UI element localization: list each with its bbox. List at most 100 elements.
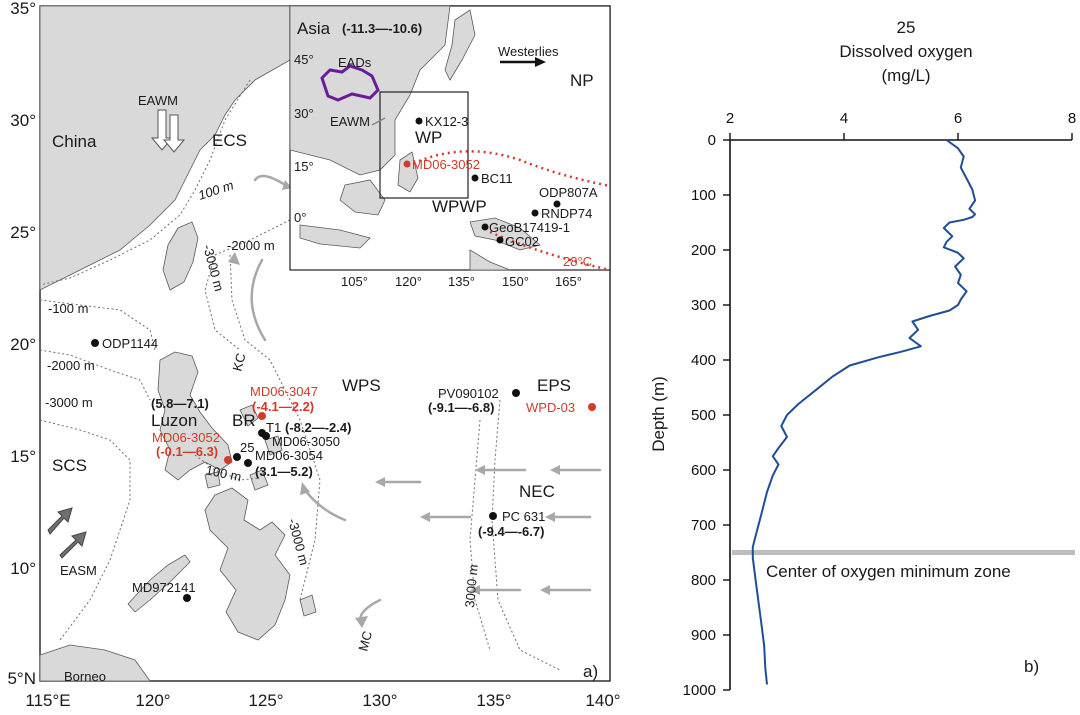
y-tick-label: 1000 (683, 682, 716, 699)
label-scs: SCS (52, 456, 87, 475)
eawm-inset-arrow (371, 117, 386, 126)
y-tick-label: 300 (691, 297, 716, 314)
borneo-land (39, 644, 151, 682)
svg-text:135°: 135° (476, 691, 511, 710)
y-tick-label: 0 (708, 132, 716, 149)
site-label-md06-3050: MD06-3050 (272, 434, 340, 449)
map-panel: China ECS EAWM SCS EASM Luzon BR WPS EPS… (7, 0, 620, 710)
easm-arrows (47, 507, 87, 559)
contour-label-100-scs: -100 m (48, 301, 88, 316)
panel-label-b: b) (1024, 657, 1039, 676)
svg-text:10°: 10° (10, 559, 36, 578)
small-islands (204, 404, 317, 617)
label-eps: EPS (537, 376, 571, 395)
site-markers (91, 339, 596, 602)
label-br: BR (232, 411, 256, 430)
site-label-pc631-range: (-9.4—-6.7) (478, 524, 544, 539)
svg-text:0°: 0° (294, 210, 306, 225)
site-label-md06-3054: MD06-3054 (255, 448, 323, 463)
label-ecs: ECS (212, 131, 247, 150)
inset-map: Asia (-11.3—-10.6) EADs Westerlies NP EA… (289, 5, 611, 289)
inset-site-odp807a: ODP807A (539, 185, 598, 200)
svg-text:25°: 25° (10, 223, 36, 242)
label-easm: EASM (60, 563, 97, 578)
y-tick-label: 100 (691, 187, 716, 204)
ead-outline (320, 64, 380, 102)
svg-text:30°: 30° (294, 106, 314, 121)
site-label-pv090102: PV090102 (438, 386, 499, 401)
eawm-arrows (150, 109, 186, 153)
site-label-luzon-range: (5.8—7.1) (151, 396, 209, 411)
inset-wp: WP (415, 128, 442, 147)
site-md06-3054 (244, 459, 252, 467)
svg-text:150°: 150° (502, 274, 529, 289)
inset-isotherm: 28°C (563, 254, 592, 269)
contour-scs-3000 (39, 419, 131, 641)
taiwan-land (162, 221, 199, 291)
profile-top-label: 25 (897, 18, 916, 37)
site-wpd03 (588, 403, 596, 411)
contour-label-3000-scs: -3000 m (45, 395, 93, 410)
y-tick-label: 500 (691, 407, 716, 424)
y-tick-label: 900 (691, 627, 716, 644)
inset-site-gc02: GC02 (505, 234, 539, 249)
y-tick-label: 700 (691, 517, 716, 534)
site-25 (233, 453, 241, 461)
do-profile-line (751, 139, 977, 685)
omz-label: Center of oxygen minimum zone (766, 562, 1011, 581)
svg-text:120°: 120° (135, 691, 170, 710)
y-tick-label: 600 (691, 462, 716, 479)
profile-unit: (mg/L) (881, 66, 930, 85)
x-tick-label: 4 (840, 110, 848, 127)
label-china: China (52, 132, 97, 151)
site-label-25: 25 (240, 440, 254, 455)
philippines-south (204, 487, 291, 641)
svg-text:105°: 105° (341, 274, 368, 289)
site-odp1144 (91, 339, 99, 347)
site-label-md06-3052-range: (-0.1—6.3) (156, 444, 218, 459)
y-tick-label: 400 (691, 352, 716, 369)
label-luzon: Luzon (151, 411, 197, 430)
map-lat-ticks: 35° 30° 25° 20° 15° 10° 5°N (7, 0, 36, 688)
inset-lat-ticks: 45° 30° 15° 0° (294, 52, 314, 225)
profile-title: Dissolved oxygen (839, 42, 972, 61)
y-tick-label: 200 (691, 242, 716, 259)
svg-text:165°: 165° (555, 274, 582, 289)
inset-eawm: EAWM (330, 114, 370, 129)
do-profile-panel: 25 Dissolved oxygen (mg/L) Depth (m) 2 4 6… (649, 18, 1076, 699)
contour-east-2 (491, 399, 561, 671)
label-kc: KC (229, 351, 248, 372)
svg-text:115°E: 115°E (25, 691, 70, 710)
inset-asia: Asia (297, 19, 331, 38)
inset-np: NP (570, 71, 594, 90)
inset-wpwp: WPWP (432, 197, 487, 216)
contour-scs-2000 (39, 349, 151, 401)
site-md06-3052 (224, 456, 232, 464)
inset-study-box (379, 91, 469, 199)
site-label-md06-3052: MD06-3052 (152, 430, 220, 445)
palawan-land (127, 554, 191, 613)
label-nec: NEC (519, 482, 555, 501)
contour-label-100-luzon: 100 m (204, 462, 242, 484)
panel-label-a: a) (583, 662, 598, 681)
x-tick-label: 6 (954, 110, 962, 127)
svg-text:15°: 15° (10, 447, 36, 466)
svg-text:5°N: 5°N (7, 669, 36, 688)
svg-text:45°: 45° (294, 52, 314, 67)
profile-ylabel: Depth (m) (649, 376, 668, 452)
contour-label-3000-east: 3000 m (462, 564, 481, 609)
contour-label-2000-tw: -2000 m (227, 238, 275, 253)
site-label-md972141: MD972141 (132, 580, 196, 595)
y-tick-label: 800 (691, 572, 716, 589)
label-mc: MC (355, 629, 375, 652)
inset-lon-ticks: 105° 120° 135° 150° 165° (341, 274, 582, 289)
site-md06-3047 (258, 412, 266, 420)
site-label-wpd03: WPD-03 (526, 400, 575, 415)
site-label-md06-3047: MD06-3047 (250, 384, 318, 399)
site-pc631 (489, 512, 497, 520)
inset-asia-range: (-11.3—-10.6) (342, 21, 422, 36)
label-borneo: Borneo (64, 669, 106, 684)
svg-text:140°: 140° (585, 691, 620, 710)
svg-text:135°: 135° (448, 274, 475, 289)
